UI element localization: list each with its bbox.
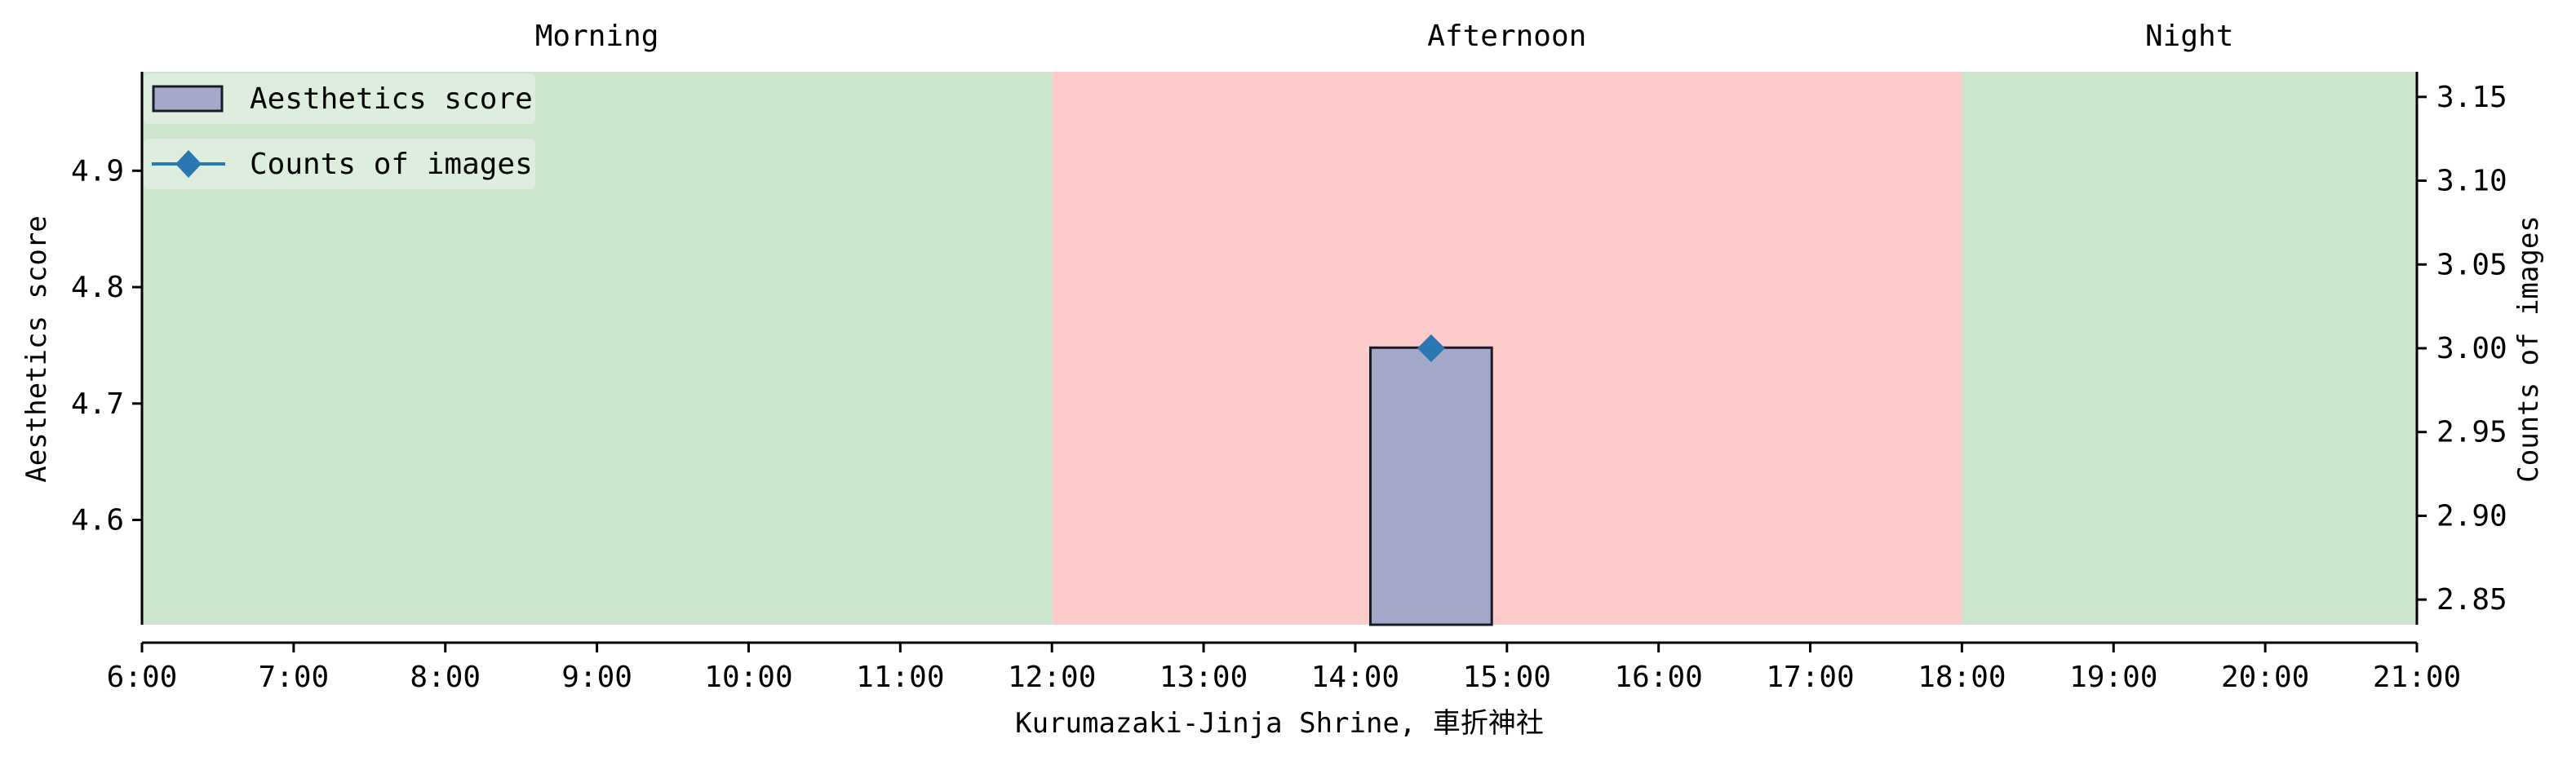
period-band-night <box>1962 72 2417 625</box>
period-label-morning: Morning <box>535 20 659 53</box>
period-band-morning <box>142 72 1053 625</box>
right-axis-label: Counts of images <box>2512 215 2545 483</box>
x-tick-label-19: 19:00 <box>2069 661 2157 694</box>
left-axis-label: Aesthetics score <box>20 215 53 483</box>
x-tick-label-10: 10:00 <box>704 661 792 694</box>
y2-tick-label-2.85: 2.85 <box>2436 583 2507 617</box>
period-band-afternoon <box>1052 72 1962 625</box>
period-label-afternoon: Afternoon <box>1427 20 1586 53</box>
x-tick-label-16: 16:00 <box>1614 661 1702 694</box>
y2-tick-label-3.00: 3.00 <box>2436 332 2507 365</box>
y2-tick-label-3.15: 3.15 <box>2436 81 2507 114</box>
x-axis-label: Kurumazaki-Jinja Shrine, 車折神社 <box>1015 707 1544 740</box>
counts-point-0 <box>1417 334 1445 362</box>
legend-bar-swatch <box>152 85 224 113</box>
x-tick-label-21: 21:00 <box>2373 661 2461 694</box>
legend-label-counts: Counts of images <box>250 148 533 181</box>
x-tick-label-6: 6:00 <box>107 661 178 694</box>
x-tick-label-17: 17:00 <box>1766 661 1854 694</box>
x-tick-label-7: 7:00 <box>259 661 330 694</box>
bar-aesthetics-0 <box>1369 346 1493 626</box>
x-tick-label-15: 15:00 <box>1463 661 1551 694</box>
y-tick-label-4.8: 4.8 <box>71 271 124 304</box>
x-tick-label-9: 9:00 <box>561 661 632 694</box>
y2-tick-label-3.10: 3.10 <box>2436 165 2507 198</box>
legend-diamond-marker <box>175 150 202 178</box>
counts-points <box>1417 334 1445 362</box>
x-tick-label-11: 11:00 <box>856 661 944 694</box>
y-tick-label-4.6: 4.6 <box>71 504 124 537</box>
legend-item-bg-counts <box>144 139 535 189</box>
x-tick-label-20: 20:00 <box>2221 661 2309 694</box>
y2-tick-label-2.95: 2.95 <box>2436 416 2507 449</box>
right-axis-ticks: 2.85 2.90 2.95 3.00 3.05 3.10 3.15 <box>2417 81 2507 617</box>
x-tick-label-13: 13:00 <box>1159 661 1248 694</box>
period-bands <box>142 72 2417 625</box>
x-axis-ticks: 6:00 7:00 8:00 9:00 10:00 11:00 12:00 13:00 14:0… <box>107 643 2461 694</box>
y2-tick-label-3.05: 3.05 <box>2436 248 2507 281</box>
legend-item-bg-aesthetics <box>144 73 535 124</box>
left-axis-ticks: 4.6 4.7 4.8 4.9 <box>71 154 142 537</box>
x-tick-label-14: 14:00 <box>1311 661 1399 694</box>
legend: Aesthetics score Counts of images <box>144 73 535 189</box>
x-tick-label-8: 8:00 <box>410 661 481 694</box>
x-tick-label-18: 18:00 <box>1918 661 2006 694</box>
y-tick-label-4.7: 4.7 <box>71 387 124 421</box>
aesthetics-bars <box>1369 346 1493 626</box>
y-tick-label-4.9: 4.9 <box>71 154 124 188</box>
legend-label-aesthetics: Aesthetics score <box>250 82 533 116</box>
x-tick-label-12: 12:00 <box>1008 661 1096 694</box>
period-labels: Morning Afternoon Night <box>535 20 2234 53</box>
period-label-night: Night <box>2145 20 2233 53</box>
y2-tick-label-2.90: 2.90 <box>2436 499 2507 533</box>
